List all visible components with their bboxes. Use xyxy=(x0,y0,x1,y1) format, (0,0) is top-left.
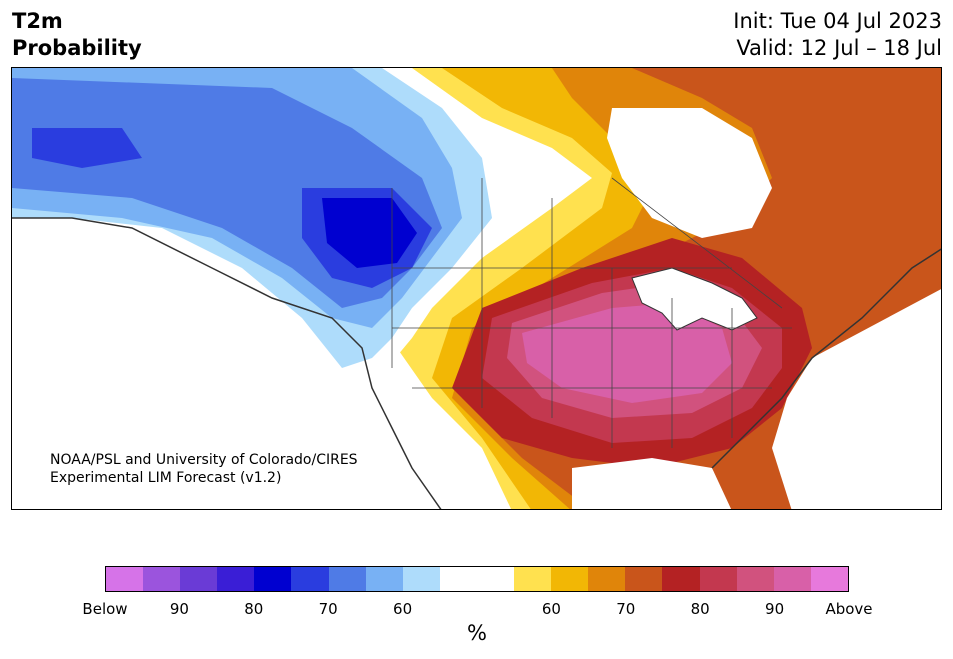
colorbar-segment xyxy=(217,567,255,591)
colorbar-tick-label: 90 xyxy=(765,600,785,618)
pacific-ocean xyxy=(12,218,430,509)
cool-region-75 xyxy=(32,128,432,288)
credit-text: NOAA/PSL and University of Colorado/CIRE… xyxy=(50,451,358,487)
colorbar-tick-label: Above xyxy=(825,600,873,618)
colorbar-tick-label: 70 xyxy=(318,600,338,618)
colorbar-tick-label: 60 xyxy=(393,600,413,618)
colorbar-segment xyxy=(106,567,144,591)
colorbar-tick-label: 90 xyxy=(169,600,189,618)
colorbar xyxy=(105,566,849,592)
cool-region-80 xyxy=(322,198,417,268)
colorbar-segment xyxy=(551,567,589,591)
colorbar-segment xyxy=(736,567,774,591)
colorbar-segment xyxy=(328,567,366,591)
colorbar-segment xyxy=(810,567,848,591)
colorbar-segment xyxy=(476,567,515,591)
atlantic-ocean xyxy=(772,289,941,509)
colorbar-segment xyxy=(773,567,811,591)
colorbar-tick-label: 60 xyxy=(541,600,561,618)
colorbar-unit: % xyxy=(467,621,487,645)
colorbar-tick-label: 80 xyxy=(244,600,264,618)
title-line-1: T2m xyxy=(12,9,63,33)
colorbar-segment xyxy=(291,567,329,591)
coastlines xyxy=(12,217,941,509)
colorbar-segment xyxy=(699,567,737,591)
init-date: Init: Tue 04 Jul 2023 xyxy=(733,9,942,33)
colorbar-segment xyxy=(402,567,440,591)
map-canvas xyxy=(12,68,941,509)
colorbar-tick-label: Below xyxy=(82,600,128,618)
colorbar-segment xyxy=(662,567,700,591)
colorbar-segment xyxy=(143,567,181,591)
map-title: T2m Probability xyxy=(12,8,142,62)
gulf-of-mexico xyxy=(572,458,732,509)
state-borders xyxy=(391,177,792,448)
credit-line-2: Experimental LIM Forecast (v1.2) xyxy=(50,470,282,486)
colorbar-segment xyxy=(365,567,403,591)
probability-map: NOAA/PSL and University of Colorado/CIRE… xyxy=(11,67,942,510)
colorbar-segment xyxy=(439,567,477,591)
valid-period: Init: Tue 04 Jul 2023 Valid: 12 Jul – 18… xyxy=(733,8,942,62)
title-line-2: Probability xyxy=(12,36,142,60)
colorbar-segment xyxy=(254,567,292,591)
colorbar-tick-label: 70 xyxy=(616,600,636,618)
valid-range: Valid: 12 Jul – 18 Jul xyxy=(736,36,942,60)
credit-line-1: NOAA/PSL and University of Colorado/CIRE… xyxy=(50,452,358,468)
colorbar-tick-label: 80 xyxy=(690,600,710,618)
colorbar-segment xyxy=(180,567,218,591)
colorbar-segment xyxy=(588,567,626,591)
colorbar-segment xyxy=(514,567,552,591)
colorbar-segment xyxy=(625,567,663,591)
